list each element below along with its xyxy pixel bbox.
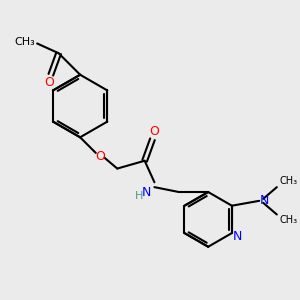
Text: N: N	[260, 194, 269, 207]
Text: O: O	[96, 150, 106, 163]
Text: O: O	[149, 125, 159, 138]
Text: CH₃: CH₃	[280, 176, 298, 186]
Text: N: N	[142, 185, 151, 199]
Text: N: N	[233, 230, 242, 242]
Text: H: H	[135, 191, 143, 201]
Text: CH₃: CH₃	[14, 38, 35, 47]
Text: CH₃: CH₃	[280, 215, 298, 225]
Text: O: O	[44, 76, 54, 89]
